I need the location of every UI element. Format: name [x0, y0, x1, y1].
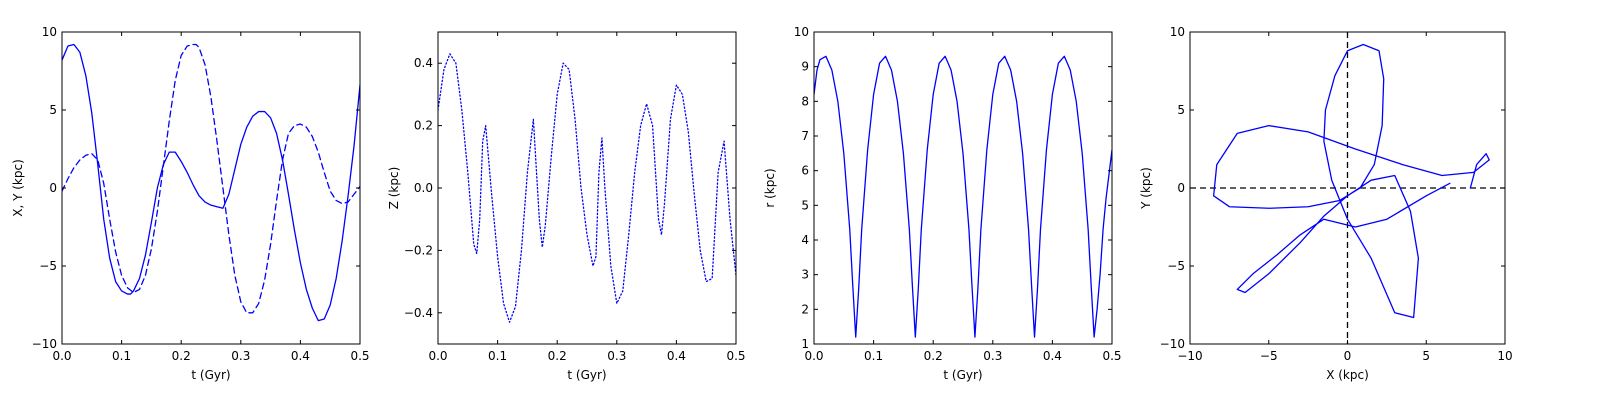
x-tick-label: 0.5 — [726, 349, 745, 363]
y-tick-label: 0.0 — [414, 181, 433, 195]
y-tick-label: 3 — [801, 268, 809, 282]
plot-frame — [61, 31, 361, 345]
y-tick-label: −0.4 — [404, 306, 433, 320]
y-tick-label: 2 — [801, 302, 809, 316]
x-tick-label: 0.5 — [350, 349, 369, 363]
y-tick-label: −5 — [1167, 259, 1185, 273]
y-tick-label: 5 — [1177, 103, 1185, 117]
series-line-solid — [814, 55, 1112, 338]
x-tick-label: 0.0 — [804, 349, 823, 363]
x-tick-label: 0.2 — [548, 349, 567, 363]
x-tick-label: 5 — [1422, 349, 1430, 363]
y-tick-label: 0 — [1177, 181, 1185, 195]
x-tick-label: 0.3 — [231, 349, 250, 363]
x-tick-label: 0.4 — [667, 349, 686, 363]
x-tick-label: 0.3 — [983, 349, 1002, 363]
x-tick-label: 10 — [1497, 349, 1512, 363]
x-tick-label: 0.4 — [291, 349, 310, 363]
x-tick-label: −5 — [1260, 349, 1278, 363]
plot-frame — [813, 31, 1113, 345]
y-tick-label: −10 — [1160, 337, 1185, 351]
x-tick-label: 0.1 — [112, 349, 131, 363]
x-tick-label: 0.1 — [488, 349, 507, 363]
plot-frame — [437, 31, 737, 345]
y-tick-label: 9 — [801, 60, 809, 74]
y-tick-label: 0.2 — [414, 119, 433, 133]
x-axis-label: X (kpc) — [1326, 368, 1369, 382]
x-axis-label: t (Gyr) — [191, 368, 230, 382]
panel-r-vs-time: 0.0 0.1 0.2 0.3 0.4 0.5 1 2 3 4 5 6 7 8 9 10 t (Gyr) r (k… — [763, 25, 1122, 382]
x-axis-label: t (Gyr) — [567, 368, 606, 382]
y-axis-label: r (kpc) — [763, 168, 777, 207]
y-tick-label: −10 — [32, 337, 57, 351]
series-line-solid — [1212, 43, 1490, 319]
x-tick-label: −10 — [1177, 349, 1202, 363]
series-line-dotted — [438, 53, 736, 323]
y-tick-label: 5 — [49, 103, 57, 117]
y-axis-label: X, Y (kpc) — [11, 159, 25, 217]
series-line-dashed — [62, 43, 360, 314]
y-tick-label: 0 — [49, 181, 57, 195]
y-tick-label: 5 — [801, 198, 809, 212]
x-tick-label: 0.2 — [924, 349, 943, 363]
y-tick-label: 1 — [801, 337, 809, 351]
x-tick-label: 0.0 — [428, 349, 447, 363]
x-axis-label: t (Gyr) — [943, 368, 982, 382]
y-tick-label: 6 — [801, 164, 809, 178]
x-tick-label: 0.3 — [607, 349, 626, 363]
y-tick-label: 7 — [801, 129, 809, 143]
y-tick-label: 10 — [794, 25, 809, 39]
x-tick-label: 0.5 — [1102, 349, 1121, 363]
y-tick-label: 10 — [42, 25, 57, 39]
y-tick-label: 10 — [1170, 25, 1185, 39]
y-axis-label: Y (kpc) — [1139, 167, 1153, 210]
series-line-solid — [62, 43, 360, 322]
y-axis-label: Z (kpc) — [387, 167, 401, 210]
panel-orbit-x-y: −10 −5 0 5 10 −10 −5 0 5 10 X (kpc) Y (kpc) — [1139, 25, 1513, 382]
x-tick-label: 0 — [1344, 349, 1352, 363]
y-tick-label: 8 — [801, 94, 809, 108]
x-tick-label: 0.4 — [1043, 349, 1062, 363]
x-tick-label: 0.2 — [172, 349, 191, 363]
panel-xy-vs-time: 0.0 0.1 0.2 0.3 0.4 0.5 −10 −5 0 5 10 t (Gyr) X, Y (… — [11, 25, 370, 382]
y-tick-label: −5 — [39, 259, 57, 273]
y-tick-label: 4 — [801, 233, 809, 247]
plot-frame — [1189, 31, 1506, 345]
y-tick-label: −0.2 — [404, 243, 433, 257]
panel-z-vs-time: 0.0 0.1 0.2 0.3 0.4 0.5 −0.4 −0.2 0.0 0.2 0.4 t (Gy… — [387, 31, 746, 382]
x-tick-label: 0.0 — [52, 349, 71, 363]
x-tick-label: 0.1 — [864, 349, 883, 363]
y-tick-label: 0.4 — [414, 56, 433, 70]
